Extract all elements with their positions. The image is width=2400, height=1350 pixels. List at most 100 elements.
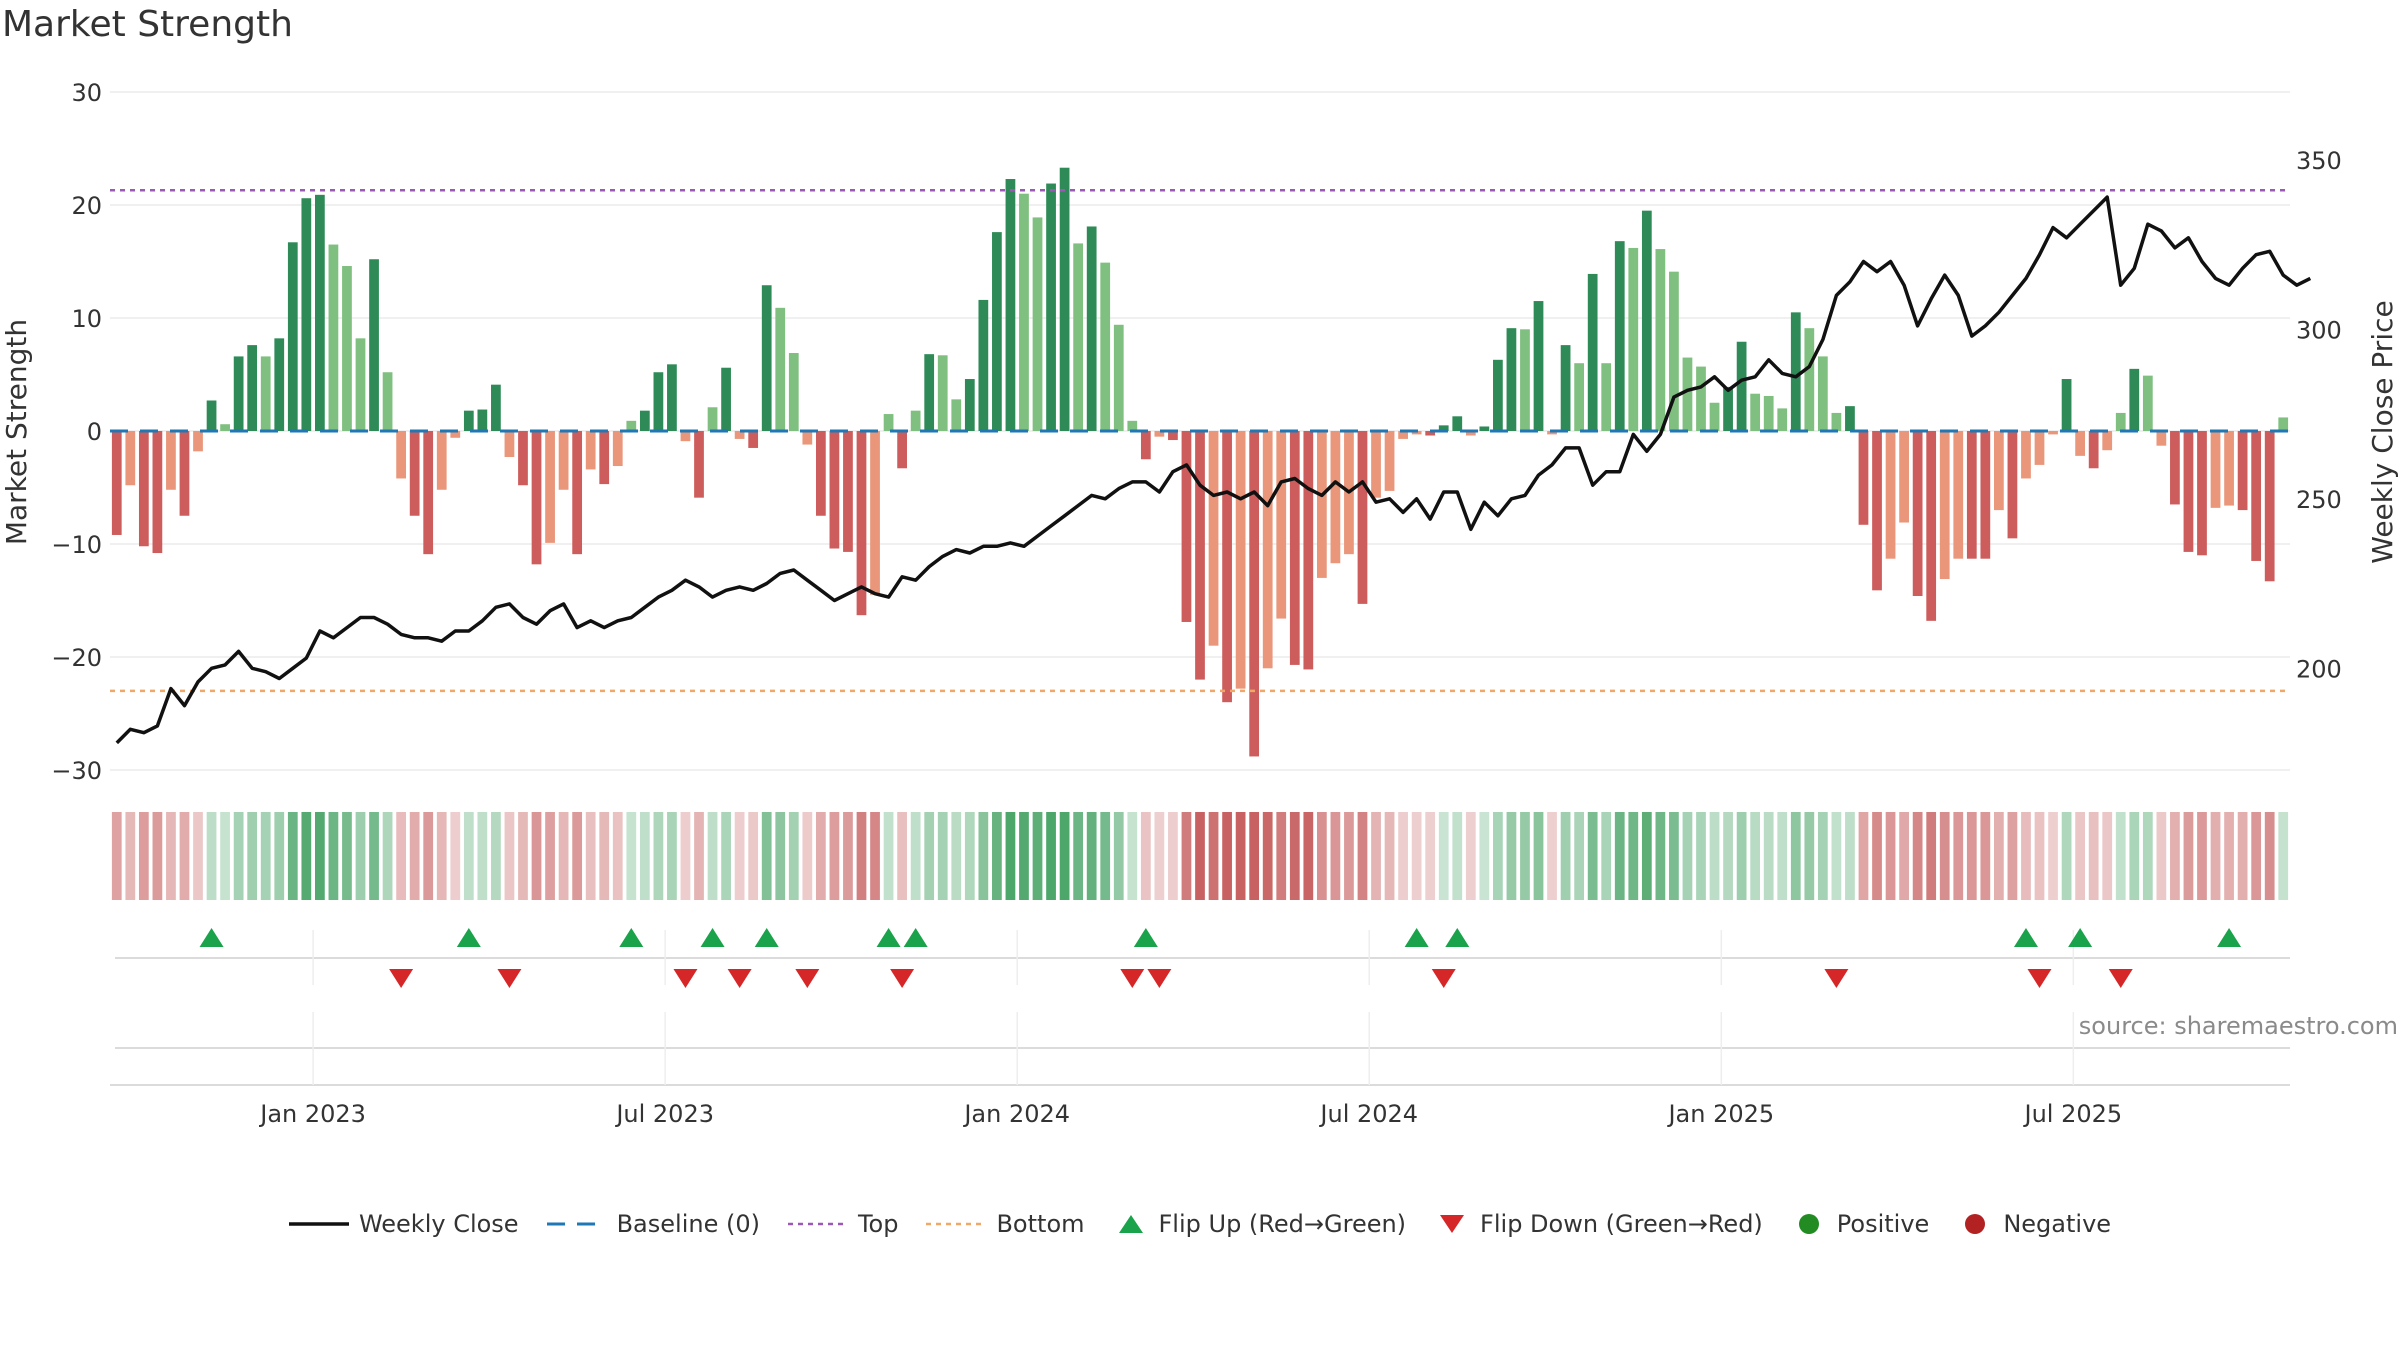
y-tick-label: 20	[71, 192, 102, 220]
strength-bar	[1587, 273, 1598, 431]
legend-label: Weekly Close	[358, 1210, 519, 1238]
heat-cell	[166, 812, 176, 900]
strength-bar	[2129, 368, 2140, 431]
heat-cell	[667, 812, 677, 900]
heat-cell	[220, 812, 230, 900]
strength-bar	[1709, 402, 1720, 431]
x-tick-label: Jan 2024	[962, 1100, 1070, 1128]
strength-bar	[843, 431, 853, 552]
strength-bar	[951, 399, 962, 431]
strength-bar	[897, 431, 907, 469]
strength-bar	[1371, 431, 1381, 498]
strength-bar	[138, 431, 149, 547]
heat-cell	[2210, 812, 2221, 900]
legend-item-line[interactable]: Weekly Close	[288, 1210, 519, 1238]
heat-cell	[2075, 812, 2085, 900]
legend-item-positive[interactable]: Positive	[1791, 1210, 1929, 1238]
strength-bar	[870, 431, 880, 595]
legend-label: Bottom	[996, 1210, 1085, 1238]
heat-cell	[423, 812, 434, 900]
chart-title: Market Strength	[2, 4, 293, 45]
legend-item-flip-down[interactable]: Flip Down (Green→Red)	[1434, 1210, 1763, 1238]
strength-bar	[1804, 328, 1815, 431]
strength-bar	[1614, 241, 1625, 431]
legend-item-top[interactable]: Top	[787, 1210, 898, 1238]
heat-cell	[2061, 812, 2072, 900]
strength-bar	[1276, 431, 1287, 619]
heat-cell	[775, 812, 786, 900]
strength-bar	[1777, 408, 1788, 431]
strength-bar	[1438, 425, 1449, 431]
strength-bar	[382, 372, 393, 431]
strength-bar	[1005, 179, 1016, 431]
flip-up-marker	[456, 928, 481, 947]
heat-cell	[1086, 812, 1097, 900]
heat-cell	[1452, 812, 1463, 900]
strength-bars	[111, 167, 2289, 757]
heat-cell	[1845, 812, 1855, 900]
legend-item-baseline[interactable]: Baseline (0)	[546, 1210, 760, 1238]
flip-up-marker	[2068, 928, 2093, 947]
strength-bar	[423, 431, 434, 555]
strength-bar	[639, 410, 650, 431]
legend-swatch	[787, 1222, 848, 1226]
heat-cell	[1790, 812, 1801, 900]
heat-cell	[1899, 812, 1909, 900]
legend-item-negative[interactable]: Negative	[1957, 1210, 2111, 1238]
strength-bar	[2088, 431, 2099, 469]
strength-bar	[315, 194, 325, 431]
heat-cell	[2264, 812, 2275, 900]
strength-bar	[694, 431, 704, 498]
heat-cell	[315, 812, 325, 900]
heat-cell	[1655, 812, 1666, 900]
y2-axis-title: Weekly Close Price	[2366, 300, 2399, 563]
legend-label: Baseline (0)	[616, 1210, 760, 1238]
heat-cell	[1628, 812, 1639, 900]
heat-cell	[545, 812, 555, 900]
heat-cell	[843, 812, 853, 900]
flip-down-marker	[2027, 969, 2052, 988]
x-tick-label: Jan 2025	[1666, 1100, 1774, 1128]
strength-bar	[829, 431, 840, 549]
heat-cell	[152, 812, 163, 900]
heat-cell	[1208, 812, 1219, 900]
strength-bar	[491, 384, 501, 431]
strength-bar	[1073, 243, 1084, 431]
heat-cell	[1858, 812, 1869, 900]
weekly-close-line	[115, 195, 2312, 745]
strength-bar	[1208, 431, 1219, 646]
x-tick-label: Jul 2023	[614, 1100, 714, 1128]
heat-cell	[450, 812, 461, 900]
strength-bar	[1303, 431, 1314, 670]
strength-bar	[409, 431, 420, 516]
heat-cell	[883, 812, 894, 900]
heat-cell	[274, 812, 285, 900]
heat-cell	[599, 812, 610, 900]
legend-swatch	[1965, 1214, 1986, 1234]
heat-cell	[707, 812, 718, 900]
heat-cell	[2115, 812, 2126, 900]
heat-cell	[409, 812, 420, 900]
heat-cell	[2034, 812, 2045, 900]
strength-bar	[653, 372, 664, 431]
strength-bar	[531, 431, 542, 565]
legend-item-bottom[interactable]: Bottom	[926, 1210, 1085, 1238]
strength-bar	[1994, 431, 2004, 511]
heat-cell	[138, 812, 149, 900]
strength-bar	[1289, 431, 1300, 665]
strength-bar	[1059, 167, 1070, 431]
strength-bar	[1696, 366, 1706, 431]
source-credit: source: sharemaestro.com	[2078, 1012, 2398, 1040]
strength-bar	[1222, 431, 1232, 703]
strength-bar	[734, 431, 745, 439]
legend-item-flip-up[interactable]: Flip Up (Red→Green)	[1113, 1210, 1406, 1238]
heat-cell	[1506, 812, 1517, 900]
flip-up-marker	[619, 928, 644, 947]
strength-bar	[1046, 183, 1056, 431]
strength-bar	[504, 431, 515, 457]
strength-bar	[1574, 363, 1585, 431]
strength-bar	[1357, 431, 1368, 604]
legend-swatch	[1440, 1215, 1465, 1233]
heat-cell	[1289, 812, 1300, 900]
heat-cell	[1344, 812, 1354, 900]
